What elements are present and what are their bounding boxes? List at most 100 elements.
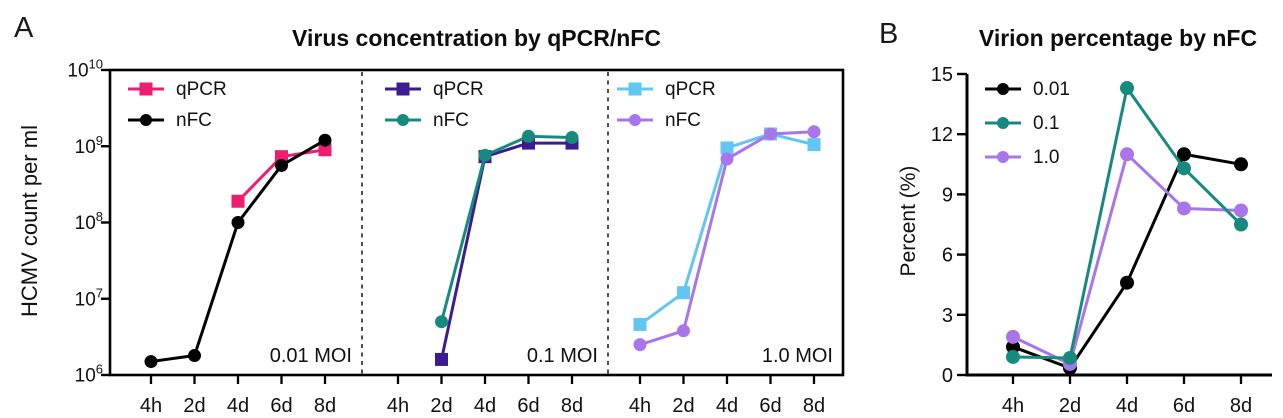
y-axis-tick-label: 12 [931, 124, 953, 146]
x-axis-tick-label: 2d [1059, 395, 1081, 417]
legend-item-nFC: nFC [127, 108, 227, 132]
square-data-point-qPCR [231, 194, 245, 208]
circle-data-point-0.01 [1006, 339, 1020, 354]
circle-data-point-1.0 [1234, 203, 1248, 218]
circle-data-point-nFC [435, 315, 448, 329]
square-data-point-qPCR [807, 138, 821, 152]
circle-data-point-0.01 [1177, 147, 1191, 162]
panel-a-letter: A [14, 12, 34, 44]
circle-data-point-0.1 [1120, 81, 1134, 96]
x-axis-tick-label: 8d [561, 395, 583, 417]
circle-data-point-nFC [720, 152, 734, 166]
legend-item-0.01: 0.01 [984, 77, 1070, 101]
y-axis-tick-label: 1010 [67, 57, 103, 82]
legend-label: qPCR [665, 78, 716, 100]
circle-data-point-0.1 [1006, 349, 1020, 364]
panel-b-plot: 0 3 6 9 12 15 4h 2d 4d 6d 8d [931, 64, 1272, 417]
y-axis-tick-label: 109 [75, 133, 103, 158]
panel-b-title: Virion percentage by nFC [978, 25, 1258, 51]
legend-item-nFC: nFC [384, 108, 484, 132]
panel-a-plot: 106 107 108 109 1010 4h 2d 4d 6d 8d 4h 2d 4d 6d 8d 4h 2d… [67, 57, 845, 417]
y-axis-tick-label: 106 [75, 362, 103, 387]
circle-data-point-nFC [764, 127, 777, 141]
circle-legend-marker-icon [617, 114, 653, 126]
circle-legend-marker-icon [128, 114, 164, 126]
x-axis-tick-label: 8d [1230, 395, 1252, 417]
y-axis-tick-label: 107 [75, 285, 103, 310]
legend-label: qPCR [433, 78, 484, 100]
x-axis-tick-label: 8d [803, 395, 825, 417]
circle-data-point-0.1 [1177, 161, 1191, 176]
panel-a-title: Virus concentration by qPCR/nFC [292, 25, 661, 51]
circle-data-point-nFC [633, 338, 647, 352]
legend-marker-square [139, 82, 153, 96]
circle-data-point-1.0 [1177, 201, 1191, 216]
panel-b-y-axis-label: Percent (%) [897, 165, 920, 277]
legend-subpanel-0-01-moi: qPCR nFC [127, 77, 227, 132]
series-line-nFC [150, 138, 326, 364]
x-axis-tick-label: 2d [430, 395, 452, 417]
circle-data-point-nFC [231, 216, 245, 229]
circle-data-point-nFC [275, 158, 288, 172]
circle-data-point-nFC [522, 129, 535, 143]
circle-data-point-nFC [478, 148, 492, 162]
square-data-point-qPCR [720, 141, 734, 155]
circle-data-point-0.1 [1234, 217, 1248, 232]
legend-label: nFC [433, 109, 469, 131]
square-legend-marker-icon [128, 82, 164, 96]
circle-data-point-nFC [807, 125, 821, 139]
x-axis-tick-label: 4h [1002, 395, 1024, 417]
x-axis-tick-label: 4d [716, 395, 738, 417]
series-line-1.0 [1012, 152, 1242, 366]
x-axis-tick-label: 4h [140, 395, 162, 417]
circle-data-point-1.0 [1120, 147, 1134, 162]
series-line-nFC [440, 134, 573, 323]
legend-marker-circle [997, 117, 1009, 129]
circle-data-point-0.1 [1063, 350, 1077, 365]
x-axis-tick-label: 6d [270, 395, 292, 417]
annotation-moi-0-1: 0.1 MOI [526, 345, 598, 367]
circle-legend-marker-icon [985, 151, 1021, 163]
x-axis-tick-label: 6d [1173, 395, 1195, 417]
circle-data-point-0.01 [1120, 275, 1134, 290]
x-axis-tick-label: 4d [227, 395, 249, 417]
legend-item-qPCR: qPCR [616, 77, 716, 101]
square-legend-marker-icon [385, 82, 421, 96]
square-data-point-qPCR [633, 317, 647, 331]
legend-marker-square [396, 82, 410, 96]
x-axis-tick-label: 6d [759, 395, 781, 417]
legend-marker-circle [629, 114, 641, 126]
panel-b-letter: B [879, 18, 899, 50]
circle-legend-marker-icon [985, 117, 1021, 129]
square-data-point-qPCR [318, 143, 332, 157]
legend-label: 0.1 [1033, 112, 1060, 134]
legend-panel-b: 0.01 0.1 1.0 [984, 77, 1070, 169]
legend-label: nFC [176, 109, 212, 131]
x-axis-tick-label: 4d [1116, 395, 1138, 417]
x-axis-tick-label: 8d [314, 395, 336, 417]
series-line-qPCR [440, 141, 572, 360]
legend-marker-square [628, 82, 642, 96]
legend-item-nFC: nFC [616, 108, 716, 132]
circle-data-point-nFC [144, 355, 158, 369]
legend-label: 1.0 [1033, 146, 1060, 168]
panel-a-y-axis-label: HCMV count per ml [17, 125, 42, 317]
legend-label: nFC [665, 109, 701, 131]
legend-marker-circle [397, 114, 409, 126]
y-axis-tick-label: 3 [942, 305, 953, 327]
circle-data-point-nFC [677, 324, 690, 338]
circle-data-point-nFC [318, 133, 332, 147]
x-axis-tick-label: 2d [672, 395, 694, 417]
legend-item-qPCR: qPCR [384, 77, 484, 101]
legend-subpanel-1-0-moi: qPCR nFC [616, 77, 716, 132]
legend-marker-circle [997, 83, 1009, 95]
legend-label: qPCR [176, 78, 227, 100]
circle-data-point-nFC [188, 349, 201, 363]
y-axis-tick-label: 0 [942, 365, 953, 387]
y-axis-tick-label: 15 [931, 64, 953, 86]
legend-marker-circle [997, 151, 1009, 163]
x-axis-tick-label: 2d [183, 395, 205, 417]
circle-legend-marker-icon [385, 114, 421, 126]
